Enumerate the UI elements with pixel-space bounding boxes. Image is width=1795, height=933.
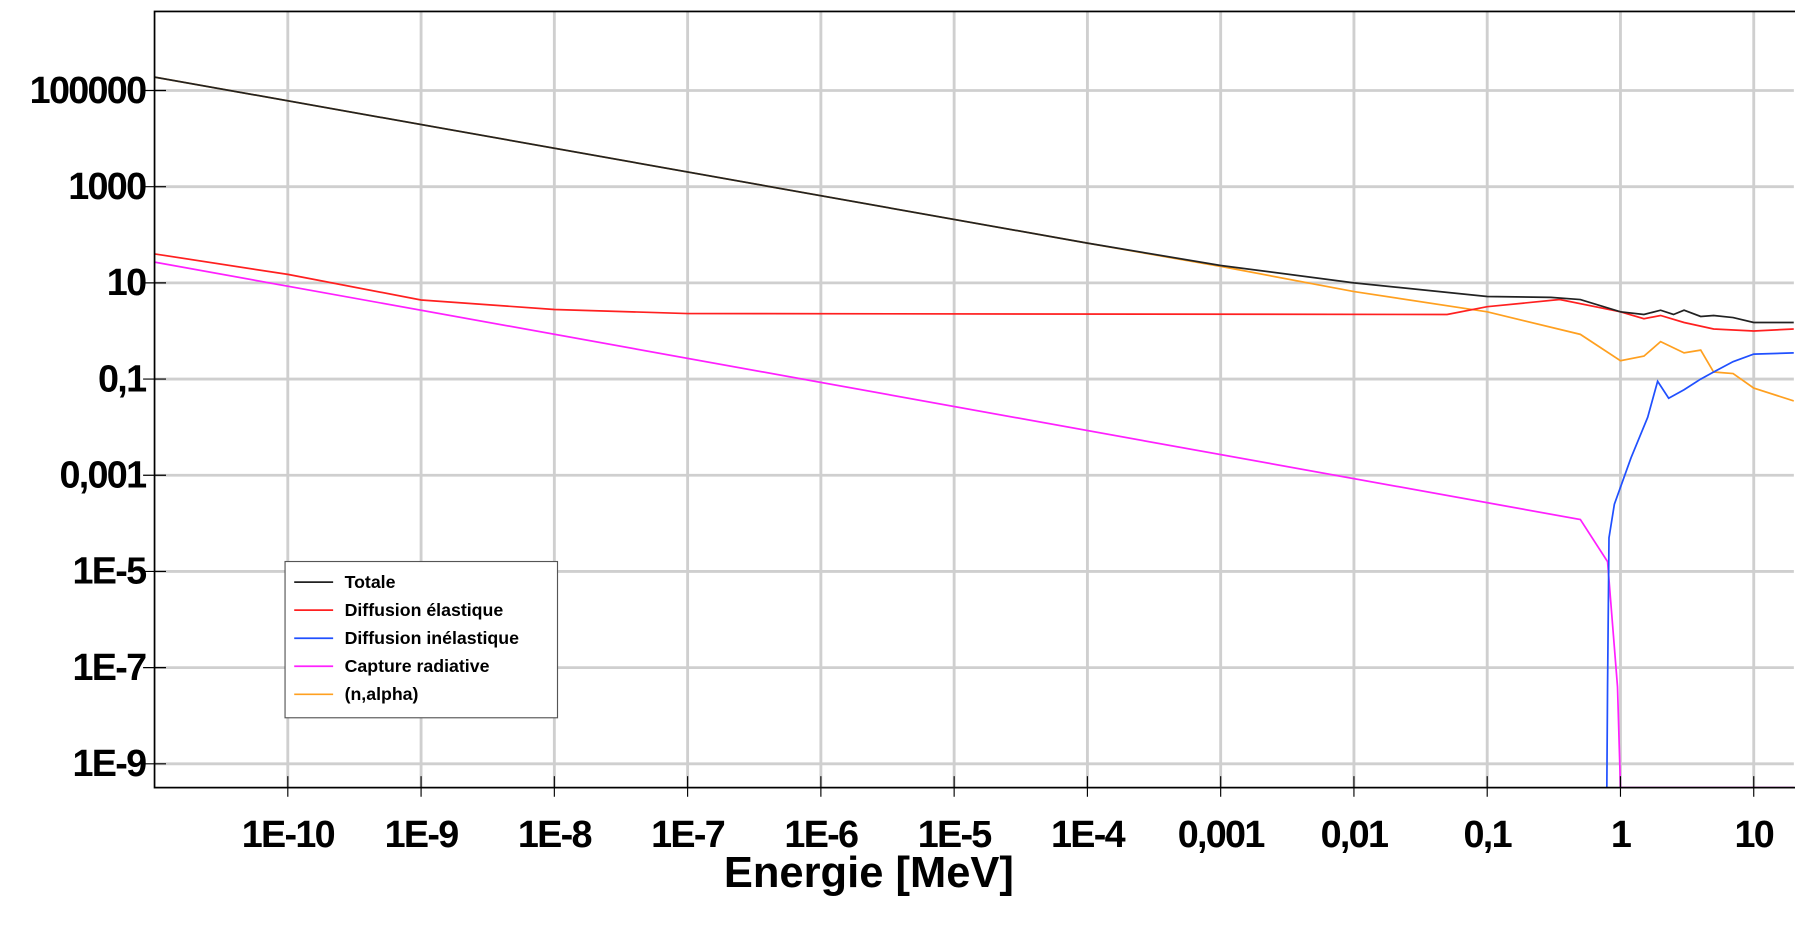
legend-label: Diffusion élastique <box>345 600 504 620</box>
series-line <box>154 253 1794 332</box>
y-tick-label: 1E-5 <box>72 551 146 593</box>
x-tick-label: 0,1 <box>1464 814 1512 856</box>
series-line <box>154 261 1794 788</box>
legend-box <box>284 560 559 719</box>
axes: 100000 1000 10 0,1 0,001 1E-5 1E-7 1E-9 1E-10 1E-… <box>30 10 1795 856</box>
x-tick-label: 1E-7 <box>651 814 725 856</box>
plot-frame <box>153 10 1795 789</box>
y-tick-label: 100000 <box>30 70 146 112</box>
x-tick-label: 0,01 <box>1321 814 1388 856</box>
x-tick-label: 1 <box>1611 814 1631 856</box>
x-axis-label: Energie [MeV] <box>724 849 1014 897</box>
x-tick-label: 1E-9 <box>385 814 459 856</box>
legend-label: Totale <box>345 572 396 592</box>
legend-label: Capture radiative <box>345 656 490 676</box>
x-tick-label: 1E-10 <box>242 814 335 856</box>
y-tick-label: 0,1 <box>98 358 146 400</box>
y-tick-label: 0,001 <box>59 455 146 497</box>
y-tick-label: 1E-7 <box>72 647 146 689</box>
y-tick-label: 10 <box>107 262 146 304</box>
series-line <box>154 76 1794 402</box>
x-tick-label: 1E-5 <box>918 814 992 856</box>
x-tick-label: 0,001 <box>1178 814 1265 856</box>
x-tick-label: 10 <box>1734 814 1773 856</box>
x-tick-label: 1E-4 <box>1051 814 1126 856</box>
x-tick-label: 1E-6 <box>784 814 858 856</box>
series-line <box>1605 352 1794 788</box>
legend-label: Diffusion inélastique <box>345 628 520 648</box>
lines <box>154 76 1794 788</box>
legend-label: (n,alpha) <box>345 684 419 704</box>
x-tick-label: 1E-8 <box>518 814 592 856</box>
series-line <box>154 76 1794 324</box>
legend: Totale Diffusion élastique Diffusion inéla… <box>284 560 559 719</box>
y-tick-label: 1000 <box>68 166 146 208</box>
y-tick-label: 1E-9 <box>72 743 146 785</box>
